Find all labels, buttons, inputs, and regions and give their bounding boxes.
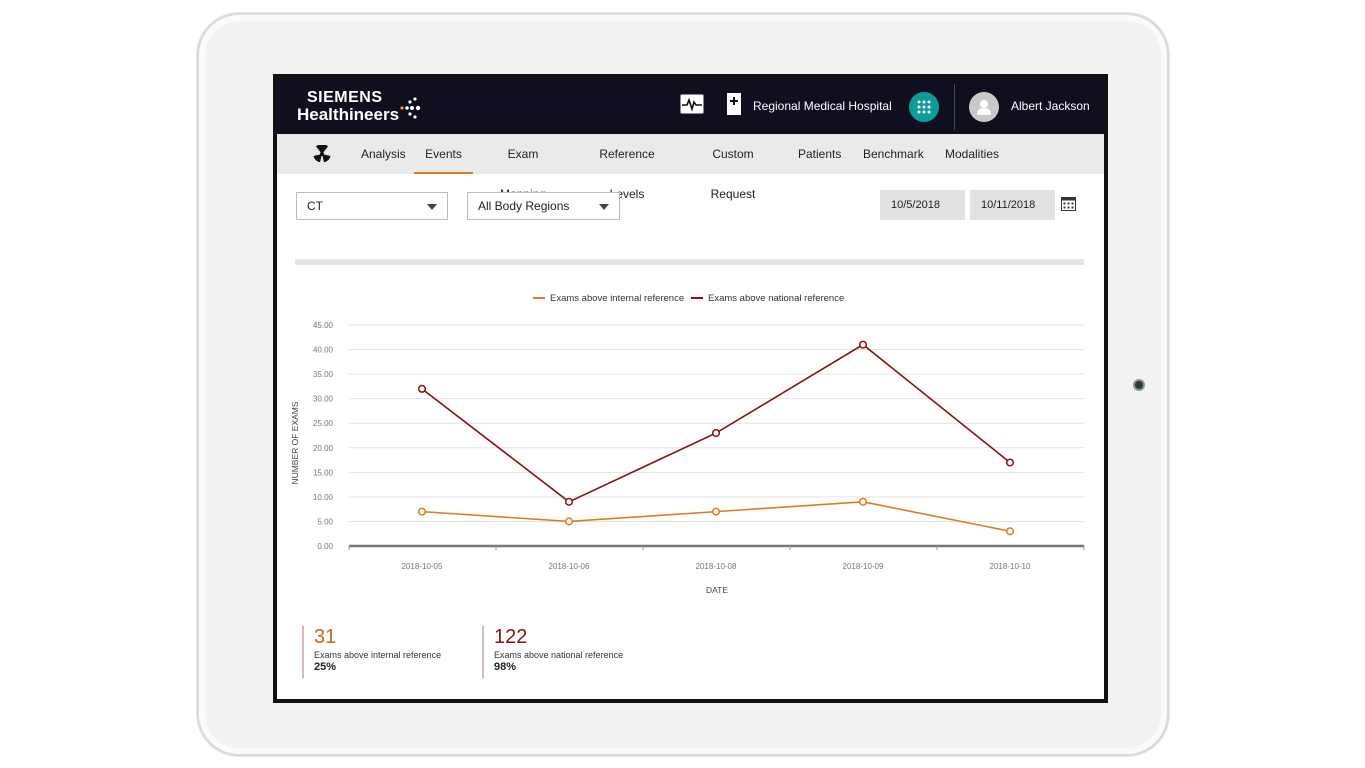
app-header: SIEMENS Healthineers Regional Medical Ho… <box>277 78 1104 134</box>
kpi-national: 122 Exams above national reference 98% <box>482 626 623 678</box>
calendar-icon[interactable] <box>1061 196 1076 211</box>
data-point-0 <box>711 507 721 516</box>
logo-dots-icon <box>400 97 421 119</box>
kpi-national-value: 122 <box>494 626 528 648</box>
y-tick-label: 20.00 <box>313 444 334 453</box>
chevron-down-icon <box>599 204 609 210</box>
logo-line1: SIEMENS <box>307 89 383 106</box>
nav-benchmark[interactable]: Benchmark <box>863 147 924 161</box>
body-region-value: All Body Regions <box>478 199 570 213</box>
siemens-healthineers-logo[interactable]: SIEMENS Healthineers <box>297 89 421 124</box>
section-divider <box>295 259 1084 265</box>
kpi-internal-percent: 25% <box>314 661 337 673</box>
activity-monitor-icon[interactable] <box>680 94 704 114</box>
x-tick-label: 2018-10-08 <box>696 562 737 571</box>
kpi-internal-label: Exams above internal reference <box>314 650 442 660</box>
data-point-0 <box>1005 527 1015 536</box>
date-to-field[interactable]: 10/11/2018 <box>970 190 1055 220</box>
tablet-screen: SIEMENS Healthineers Regional Medical Ho… <box>273 74 1108 703</box>
nav-modalities[interactable]: Modalities <box>945 147 1000 161</box>
chevron-down-icon <box>427 204 437 210</box>
user-icon <box>977 100 991 115</box>
data-point-1 <box>417 384 427 393</box>
y-tick-label: 35.00 <box>313 370 334 379</box>
header-separator <box>954 84 955 130</box>
date-from-field[interactable]: 10/5/2018 <box>880 190 965 220</box>
y-tick-label: 15.00 <box>313 468 334 477</box>
y-tick-label: 5.00 <box>317 517 333 526</box>
x-tick-label: 2018-10-09 <box>843 562 884 571</box>
y-tick-label: 40.00 <box>313 346 334 355</box>
data-point-0 <box>564 517 574 526</box>
apps-button[interactable] <box>909 92 939 122</box>
series-line-0 <box>421 500 1011 533</box>
avatar[interactable] <box>969 92 999 122</box>
hospital-name[interactable]: Regional Medical Hospital <box>753 99 892 113</box>
nav-events[interactable]: Events <box>414 134 473 174</box>
kpi-internal: 31 Exams above internal reference 25% <box>302 626 441 678</box>
legend-national[interactable]: Exams above national reference <box>708 293 844 304</box>
modality-select[interactable]: CT <box>296 192 448 220</box>
radiation-icon[interactable] <box>313 145 331 163</box>
events-line-chart: Exams above internal reference Exams abo… <box>290 293 1085 595</box>
kpi-internal-value: 31 <box>314 626 337 648</box>
data-point-0 <box>417 507 427 516</box>
data-point-1 <box>564 497 574 506</box>
body-region-select[interactable]: All Body Regions <box>467 192 620 220</box>
data-point-1 <box>1005 458 1015 467</box>
legend-internal[interactable]: Exams above internal reference <box>550 293 684 304</box>
user-name[interactable]: Albert Jackson <box>1011 99 1090 113</box>
y-tick-label: 45.00 <box>313 321 334 330</box>
x-tick-label: 2018-10-05 <box>402 562 443 571</box>
nav-patients[interactable]: Patients <box>798 147 842 161</box>
logo-line2: Healthineers <box>297 105 400 124</box>
tablet-camera <box>1133 379 1145 391</box>
nav-custom-request[interactable]: Custom Request <box>710 147 756 201</box>
chart-legend: Exams above internal reference Exams abo… <box>533 293 844 304</box>
y-tick-label: 30.00 <box>313 395 334 404</box>
x-tick-label: 2018-10-10 <box>990 562 1031 571</box>
data-point-1 <box>858 340 868 349</box>
modality-value: CT <box>307 199 323 213</box>
y-tick-label: 10.00 <box>313 493 334 502</box>
nav-analysis[interactable]: Analysis <box>361 147 406 161</box>
kpi-national-label: Exams above national reference <box>494 650 624 660</box>
app-window: SIEMENS Healthineers Regional Medical Ho… <box>277 78 1104 699</box>
kpi-national-percent: 98% <box>494 661 517 673</box>
x-tick-label: 2018-10-06 <box>549 562 590 571</box>
data-point-1 <box>711 428 721 438</box>
hospital-icon <box>727 93 741 115</box>
data-point-0 <box>858 497 868 506</box>
grid-icon <box>917 100 931 114</box>
y-tick-label: 0.00 <box>317 542 333 551</box>
main-nav: Analysis Events Exam Mapping Reference L… <box>277 134 1104 201</box>
y-tick-label: 25.00 <box>313 419 334 428</box>
x-axis-title: DATE <box>706 585 728 595</box>
y-axis-title: NUMBER OF EXAMS <box>290 401 300 484</box>
